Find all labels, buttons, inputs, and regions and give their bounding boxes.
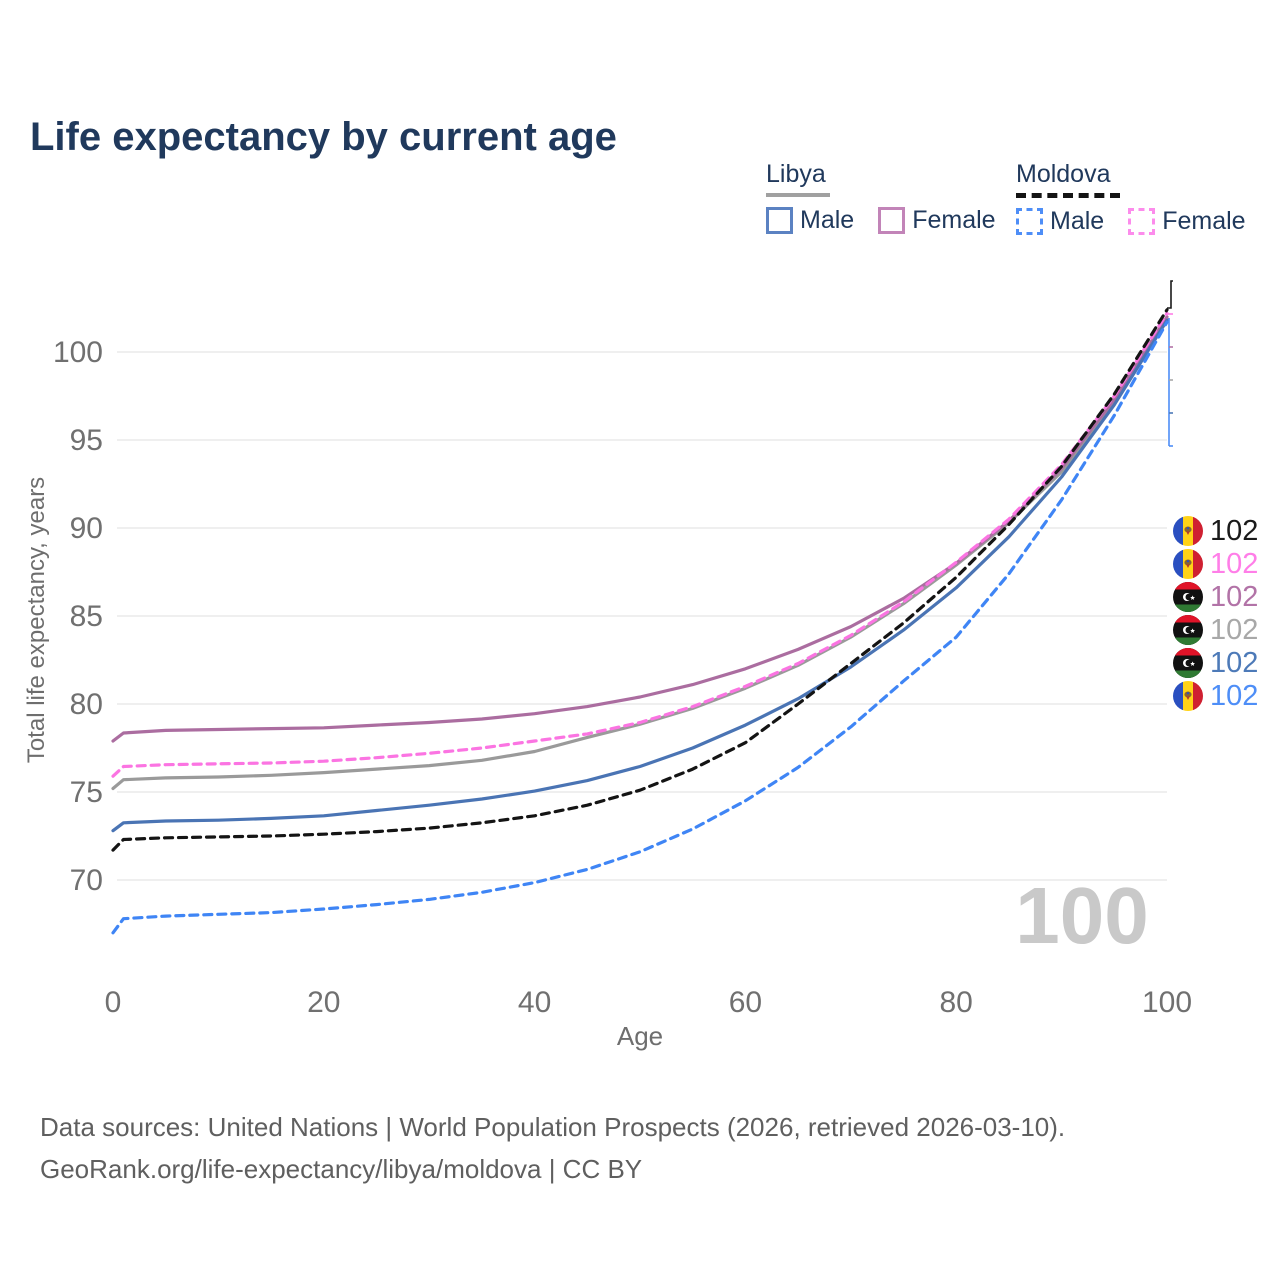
end-label-connectors [1167,280,1173,447]
series-line-moldova[interactable] [111,308,1169,852]
end-label-moldova-female: 102 [1173,547,1259,580]
end-value-libya-male: 102 [1210,646,1259,679]
moldova-flag-icon [1173,681,1203,711]
series-line-libya-female[interactable] [111,315,1169,743]
libya-solid-line-sample [766,193,830,197]
legend-country-moldova[interactable]: Moldova [1016,160,1111,188]
x-tick-100: 100 [1142,986,1192,1019]
end-label-moldova-male: 102 [1173,679,1259,712]
y-tick-100: 100 [53,336,103,369]
chart-area[interactable]: 100 70 75 80 85 90 95 100 0 20 40 60 80 100 Age Tot… [0,250,1280,1080]
y-axis-title: Total life expectancy, years [23,477,50,763]
libya-female-label[interactable]: Female [912,206,996,234]
libya-male-checkbox[interactable] [766,207,793,234]
y-tick-75: 75 [70,776,103,809]
y-tick-95: 95 [70,424,103,457]
line-chart-plot[interactable]: 100 70 75 80 85 90 95 100 0 20 40 60 80 100 Age Tot… [0,250,1280,1080]
end-label-moldova-all: 102 [1173,514,1259,547]
data-series-lines [111,308,1169,935]
end-label-libya-all: 102 [1173,613,1259,646]
end-value-libya-all: 102 [1210,613,1259,646]
series-line-libya[interactable] [111,317,1169,791]
legend-group-libya: Libya Male Female [766,160,996,235]
libya-flag-icon [1173,648,1203,678]
end-label-libya-male: 102 [1173,646,1259,679]
moldova-female-checkbox[interactable] [1128,208,1156,235]
end-value-moldova-female: 102 [1210,547,1259,580]
y-tick-80: 80 [70,688,103,721]
gridlines [117,351,1167,881]
libya-female-checkbox[interactable] [878,207,906,234]
libya-flag-icon [1173,582,1203,612]
x-axis-tick-labels: 0 20 40 60 80 100 [105,986,1192,1019]
x-tick-60: 60 [729,986,762,1019]
footer-line-2: GeoRank.org/life-expectancy/libya/moldov… [40,1154,643,1184]
end-value-libya-female: 102 [1210,580,1259,613]
moldova-flag-icon [1173,516,1203,546]
series-line-moldova-male[interactable] [111,320,1169,935]
moldova-male-checkbox[interactable] [1016,208,1043,235]
x-tick-80: 80 [940,986,973,1019]
end-value-moldova-male: 102 [1210,679,1259,712]
end-value-moldova-all: 102 [1210,514,1259,547]
x-tick-40: 40 [518,986,551,1019]
series-line-libya-male[interactable] [111,318,1169,833]
connector-moldova-all [1167,280,1173,309]
moldova-flag-icon [1173,549,1203,579]
y-tick-90: 90 [70,512,103,545]
moldova-male-label[interactable]: Male [1050,207,1105,235]
libya-flag-icon [1173,615,1203,645]
end-label-libya-female: 102 [1173,580,1259,613]
y-axis-tick-labels: 70 75 80 85 90 95 100 [53,336,103,897]
age-watermark: 100 [1015,871,1148,960]
moldova-dashed-line-sample [1016,193,1120,198]
data-sources-footer: Data sources: United Nations | World Pop… [40,1106,1065,1190]
legend-group-moldova: Moldova Male Female [1016,160,1246,236]
x-axis-title: Age [617,1021,663,1051]
footer-line-1: Data sources: United Nations | World Pop… [40,1112,1066,1142]
x-tick-0: 0 [105,986,122,1019]
moldova-female-label[interactable]: Female [1162,207,1246,235]
y-tick-85: 85 [70,600,103,633]
legend-country-libya[interactable]: Libya [766,160,826,188]
series-line-moldova-female[interactable] [111,311,1169,778]
x-tick-20: 20 [307,986,340,1019]
page-title: Life expectancy by current age [30,114,617,159]
libya-male-label[interactable]: Male [800,206,855,234]
y-tick-70: 70 [70,864,103,897]
